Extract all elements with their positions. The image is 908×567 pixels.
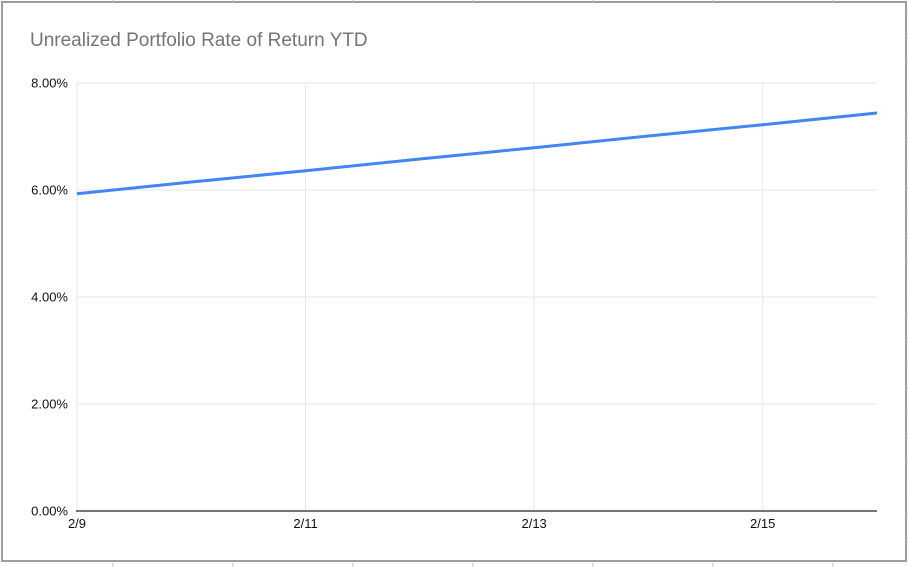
chart-title: Unrealized Portfolio Rate of Return YTD	[30, 30, 368, 51]
